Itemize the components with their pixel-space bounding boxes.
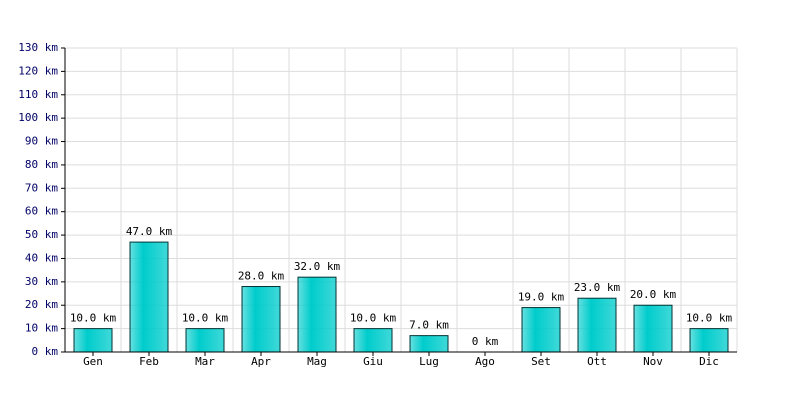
x-tick-label: Dic bbox=[699, 355, 719, 368]
value-label: 23.0 km bbox=[574, 281, 621, 294]
value-label: 0 km bbox=[472, 335, 499, 348]
bar bbox=[409, 335, 449, 353]
bar bbox=[129, 241, 169, 353]
x-tick-label: Ago bbox=[475, 355, 495, 368]
y-tick-label: 100 km bbox=[18, 111, 58, 124]
y-tick-label: 40 km bbox=[25, 251, 58, 264]
value-label: 10.0 km bbox=[182, 312, 229, 325]
x-tick-label: Gen bbox=[83, 355, 103, 368]
bar bbox=[185, 328, 225, 353]
bar bbox=[521, 307, 561, 353]
y-tick-label: 80 km bbox=[25, 158, 58, 171]
y-tick-label: 30 km bbox=[25, 275, 58, 288]
value-label: 47.0 km bbox=[126, 225, 173, 238]
y-tick-label: 50 km bbox=[25, 228, 58, 241]
x-tick-label: Nov bbox=[643, 355, 663, 368]
x-tick-label: Mag bbox=[307, 355, 327, 368]
value-label: 10.0 km bbox=[686, 312, 733, 325]
y-tick-label: 130 km bbox=[18, 41, 58, 54]
value-label: 7.0 km bbox=[409, 319, 449, 332]
x-tick-label: Mar bbox=[195, 355, 215, 368]
value-label: 32.0 km bbox=[294, 260, 341, 273]
y-tick-label: 0 km bbox=[32, 345, 59, 358]
value-label: 28.0 km bbox=[238, 270, 285, 283]
bar bbox=[241, 286, 281, 353]
y-tick-label: 20 km bbox=[25, 298, 58, 311]
value-label: 10.0 km bbox=[70, 312, 117, 325]
x-tick-label: Lug bbox=[419, 355, 439, 368]
x-tick-label: Ott bbox=[587, 355, 607, 368]
value-label: 20.0 km bbox=[630, 288, 677, 301]
x-tick-label: Feb bbox=[139, 355, 159, 368]
bar bbox=[633, 304, 673, 353]
value-label: 10.0 km bbox=[350, 312, 397, 325]
x-tick-label: Set bbox=[531, 355, 551, 368]
y-tick-label: 120 km bbox=[18, 64, 58, 77]
bar bbox=[73, 328, 113, 353]
bar bbox=[297, 276, 337, 353]
value-label: 19.0 km bbox=[518, 291, 565, 304]
x-tick-label: Giu bbox=[363, 355, 383, 368]
x-tick-label: Apr bbox=[251, 355, 271, 368]
bar bbox=[353, 328, 393, 353]
y-tick-label: 110 km bbox=[18, 88, 58, 101]
y-tick-label: 60 km bbox=[25, 205, 58, 218]
y-tick-label: 10 km bbox=[25, 322, 58, 335]
y-tick-label: 70 km bbox=[25, 181, 58, 194]
bar bbox=[689, 328, 729, 353]
bar bbox=[577, 297, 617, 353]
y-tick-label: 90 km bbox=[25, 135, 58, 148]
